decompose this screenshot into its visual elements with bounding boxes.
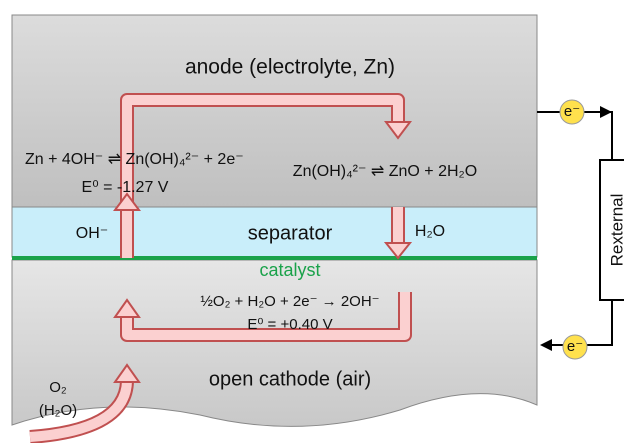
wire-arrow (600, 106, 612, 118)
cathode-title: open cathode (air) (209, 368, 371, 390)
anode-title: anode (electrolyte, Zn) (185, 56, 395, 79)
gas-label: (H₂O) (39, 402, 77, 419)
catalyst-label: catalyst (259, 260, 320, 280)
anode-region (11, 14, 538, 208)
anode-reaction: Zn + 4OH⁻ ⇌ Zn(OH)₄²⁻ + 2e⁻ (25, 151, 244, 168)
separator-region (11, 206, 538, 258)
gas-label: O₂ (49, 379, 67, 396)
ion-label: H₂O (415, 223, 445, 240)
cathode-potential: E⁰ = +0.40 V (247, 316, 332, 333)
cathode-reaction: ½O₂ + H₂O + 2e⁻ → 2OH⁻ (200, 293, 379, 310)
electron (559, 99, 585, 125)
wire-arrow (540, 339, 552, 351)
anode-potential: E⁰ = -1.27 V (82, 179, 169, 196)
resistor-label: Rexternal (607, 194, 624, 267)
separator-title: separator (248, 222, 333, 244)
anode-reaction2: Zn(OH)₄²⁻ ⇌ ZnO + 2H₂O (293, 163, 477, 180)
catalyst-layer (12, 256, 537, 260)
electron-label: e⁻ (564, 103, 580, 120)
ion-label: OH⁻ (76, 225, 108, 242)
electron (562, 334, 588, 360)
arrows (29, 93, 413, 443)
electron-label: e⁻ (567, 338, 583, 355)
resistor (599, 159, 624, 301)
cathode-region (11, 259, 538, 427)
